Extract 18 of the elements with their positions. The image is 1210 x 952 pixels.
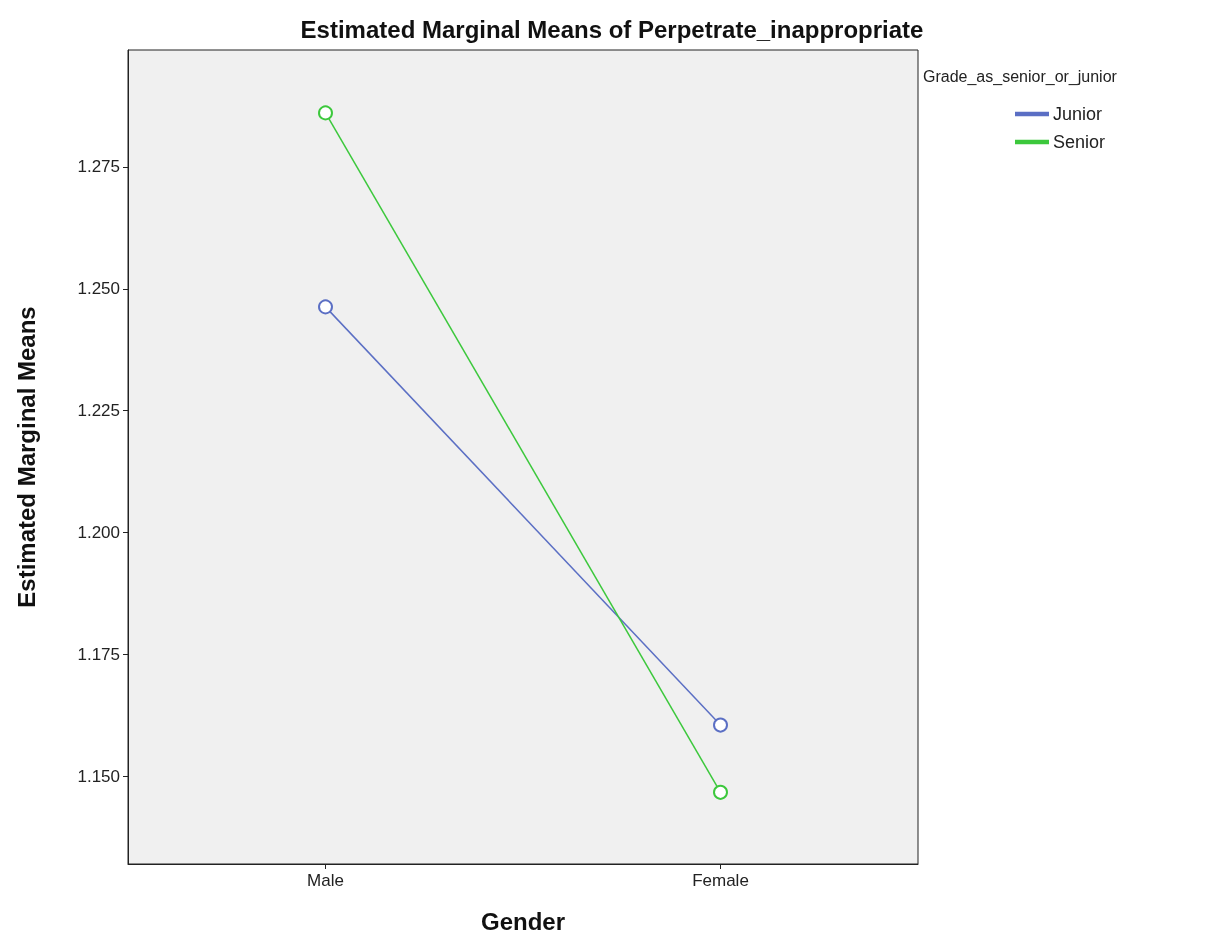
y-tick-label: 1.200 [77,523,120,543]
y-tick-label: 1.275 [77,157,120,177]
point [713,717,728,733]
legend-label: Senior [1053,132,1106,152]
point [318,105,333,121]
x-axis-title: Gender [480,907,566,935]
legend-label: Junior [1053,104,1103,124]
y-tick-label: 1.175 [77,644,120,664]
y-tick-label: 1.250 [77,279,120,299]
x-tick-label: Female [692,871,749,890]
chart-title: Estimated Marginal Means of Perpetrate_inappropriate [300,15,924,43]
y-tick-label: 1.150 [77,766,120,786]
x-tick-label: Male [307,871,344,890]
y-axis-title: Estimated Marginal Means [12,306,40,608]
point [713,784,728,800]
point [318,299,333,315]
y-tick-label: 1.225 [77,401,120,421]
legend-title: Grade_as_senior_or_junior [923,67,1118,86]
